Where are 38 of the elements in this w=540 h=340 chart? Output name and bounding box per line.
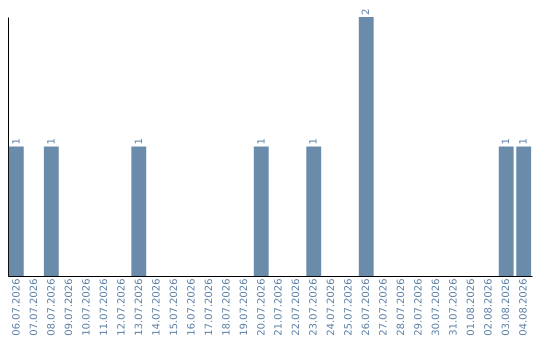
x-tick-label: 22.07.2026	[291, 278, 302, 336]
x-tick-label: 27.07.2026	[378, 278, 390, 336]
x-tick-label: 19.07.2026	[238, 278, 250, 336]
data-label: 1	[11, 138, 22, 144]
x-tick-label: 26.07.2026	[361, 278, 372, 336]
x-tick-label: 08.07.2026	[46, 278, 58, 336]
x-tick-label: 21.07.2026	[274, 278, 285, 336]
x-tick-label: 18.07.2026	[221, 278, 232, 336]
data-label: 1	[256, 138, 268, 144]
x-tick-label: 04.08.2026	[518, 278, 530, 336]
x-tick-label: 10.07.2026	[81, 278, 92, 336]
x-tick-label: 25.07.2026	[344, 278, 355, 336]
x-tick-label: 11.07.2026	[98, 278, 110, 336]
x-tick-label: 03.08.2026	[501, 278, 512, 336]
x-tick-label: 29.07.2026	[414, 278, 425, 336]
x-tick-label: 02.08.2026	[484, 278, 495, 336]
x-tick-label: 28.07.2026	[396, 278, 408, 336]
x-tick-label: 17.07.2026	[204, 278, 215, 336]
x-tick-label: 16.07.2026	[186, 278, 198, 336]
x-tick-label: 09.07.2026	[64, 278, 75, 336]
data-label: 2	[361, 8, 372, 15]
x-tick-label: 06.07.2026	[11, 278, 22, 336]
x-tick-label: 13.07.2026	[134, 278, 145, 336]
x-tick-label: 12.07.2026	[116, 278, 128, 336]
x-tick-label: 30.07.2026	[431, 278, 442, 336]
x-tick-label: 01.08.2026	[466, 278, 478, 336]
data-label: 1	[308, 138, 320, 144]
data-label: 1	[518, 138, 530, 144]
x-tick-label: 07.07.2026	[28, 278, 40, 336]
data-label: 1	[46, 138, 58, 144]
x-tick-label: 15.07.2026	[168, 278, 180, 336]
data-label: 1	[501, 138, 512, 144]
x-tick-label: 31.07.2026	[448, 278, 460, 336]
x-tick-label: 23.07.2026	[308, 278, 320, 336]
data-label: 1	[134, 138, 145, 144]
x-tick-label: 20.07.2026	[256, 278, 268, 336]
x-tick-label: 24.07.2026	[326, 278, 338, 336]
x-tick-label: 14.07.2026	[151, 278, 162, 336]
